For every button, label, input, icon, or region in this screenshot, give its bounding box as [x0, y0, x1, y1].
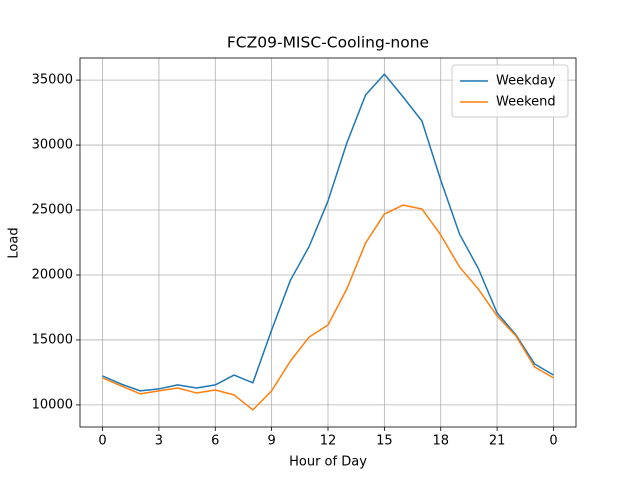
legend-label: Weekend	[496, 95, 556, 110]
x-tick-label: 0	[549, 434, 557, 449]
x-tick-label: 21	[489, 434, 506, 449]
x-tick-label: 9	[267, 434, 275, 449]
x-tick-label: 15	[376, 434, 393, 449]
x-tick-label: 0	[98, 434, 106, 449]
y-tick-label: 25000	[32, 203, 73, 218]
y-tick-label: 30000	[32, 138, 73, 153]
x-tick-label: 6	[211, 434, 219, 449]
x-tick-label: 18	[432, 434, 449, 449]
line-series	[102, 73, 554, 392]
line-series	[102, 204, 554, 411]
x-tick-label: 12	[320, 434, 337, 449]
chart-title: FCZ09-MISC-Cooling-none	[227, 34, 429, 52]
x-tick-label: 3	[155, 434, 163, 449]
y-tick-label: 35000	[32, 73, 73, 88]
legend-label: Weekday	[496, 74, 556, 89]
x-axis-label: Hour of Day	[289, 455, 367, 470]
legend-box	[451, 64, 569, 118]
y-axis-label: Load	[7, 227, 22, 258]
y-tick-label: 10000	[32, 397, 73, 412]
axes-frame	[79, 57, 577, 428]
y-tick-label: 20000	[32, 267, 73, 282]
y-tick-label: 15000	[32, 332, 73, 347]
